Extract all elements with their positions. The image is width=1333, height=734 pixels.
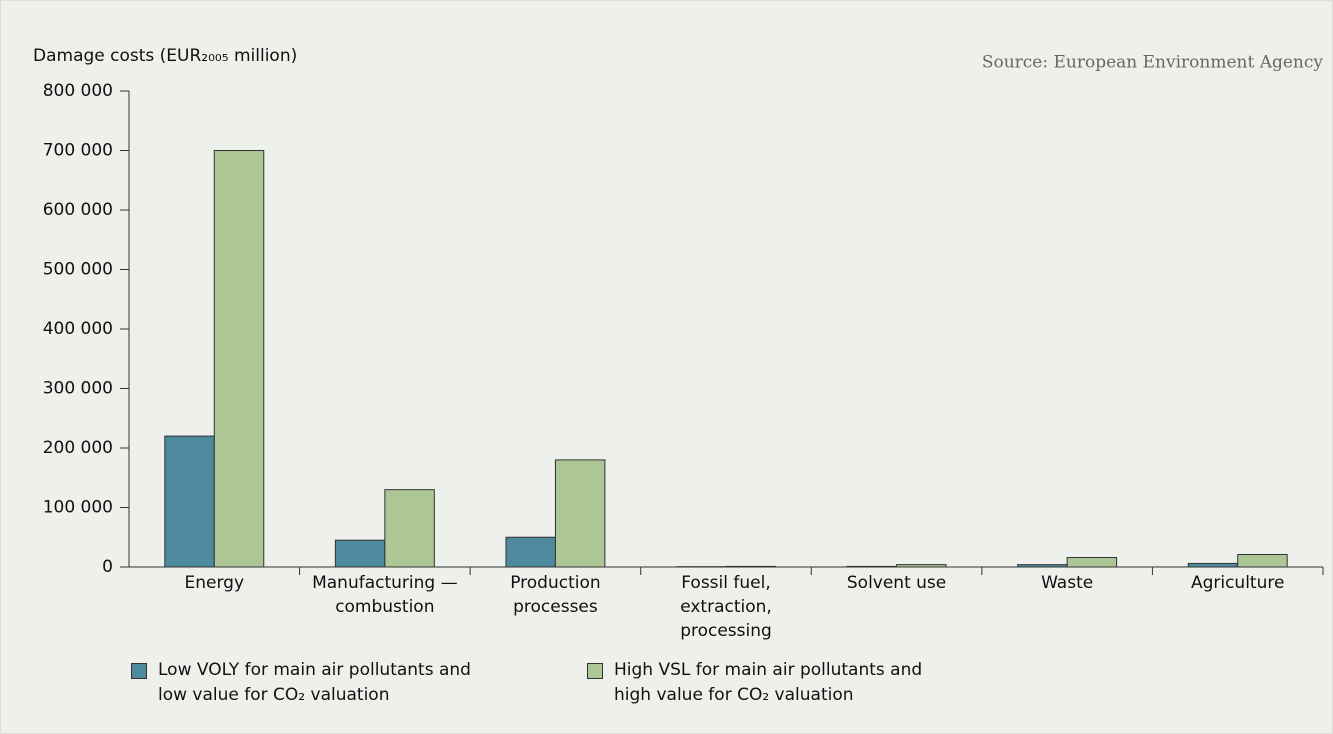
legend-label: High VSL for main air pollutants and hig… — [614, 660, 923, 705]
x-tick-label: Fossil fuel, extraction, processing — [680, 573, 772, 641]
bar — [213, 150, 265, 568]
x-tick-label: Waste — [1041, 573, 1094, 593]
y-tick-label: 800 000 — [43, 81, 113, 101]
y-tick-label: 300 000 — [43, 379, 113, 399]
bar — [384, 489, 435, 568]
bar — [505, 536, 556, 568]
bar — [334, 539, 386, 568]
bar — [1237, 554, 1288, 568]
source: Source: European Environment Agency — [982, 53, 1324, 73]
x-tick-label: Manufacturing — combustion — [312, 573, 458, 617]
x-tick-label: Energy — [184, 573, 245, 593]
y-tick-label: 500 000 — [43, 260, 113, 280]
bar — [554, 459, 606, 568]
y-tick-label: 200 000 — [43, 438, 113, 458]
bar — [725, 565, 776, 568]
y-tick-label: 400 000 — [43, 319, 113, 339]
bar — [1187, 562, 1239, 568]
bar — [1066, 556, 1118, 568]
x-tick-label: Production processes — [510, 573, 601, 617]
y-axis-label: Damage costs (EUR₂₀₀₅ million) — [33, 46, 297, 66]
legend-swatch — [131, 663, 147, 679]
x-tick-label: Agriculture — [1190, 573, 1285, 593]
y-tick-label: 700 000 — [43, 141, 113, 161]
bar — [164, 435, 215, 568]
bar — [846, 565, 898, 568]
y-tick-label: 600 000 — [43, 200, 113, 220]
legend-label: Low VOLY for main air pollutants and low… — [158, 660, 471, 705]
x-tick-label: Solvent use — [846, 573, 947, 593]
y-tick-label: 100 000 — [43, 498, 113, 518]
bar — [1017, 564, 1068, 568]
bar — [896, 564, 947, 568]
legend-swatch — [587, 663, 603, 679]
y-tick-label: 0 — [102, 557, 113, 577]
